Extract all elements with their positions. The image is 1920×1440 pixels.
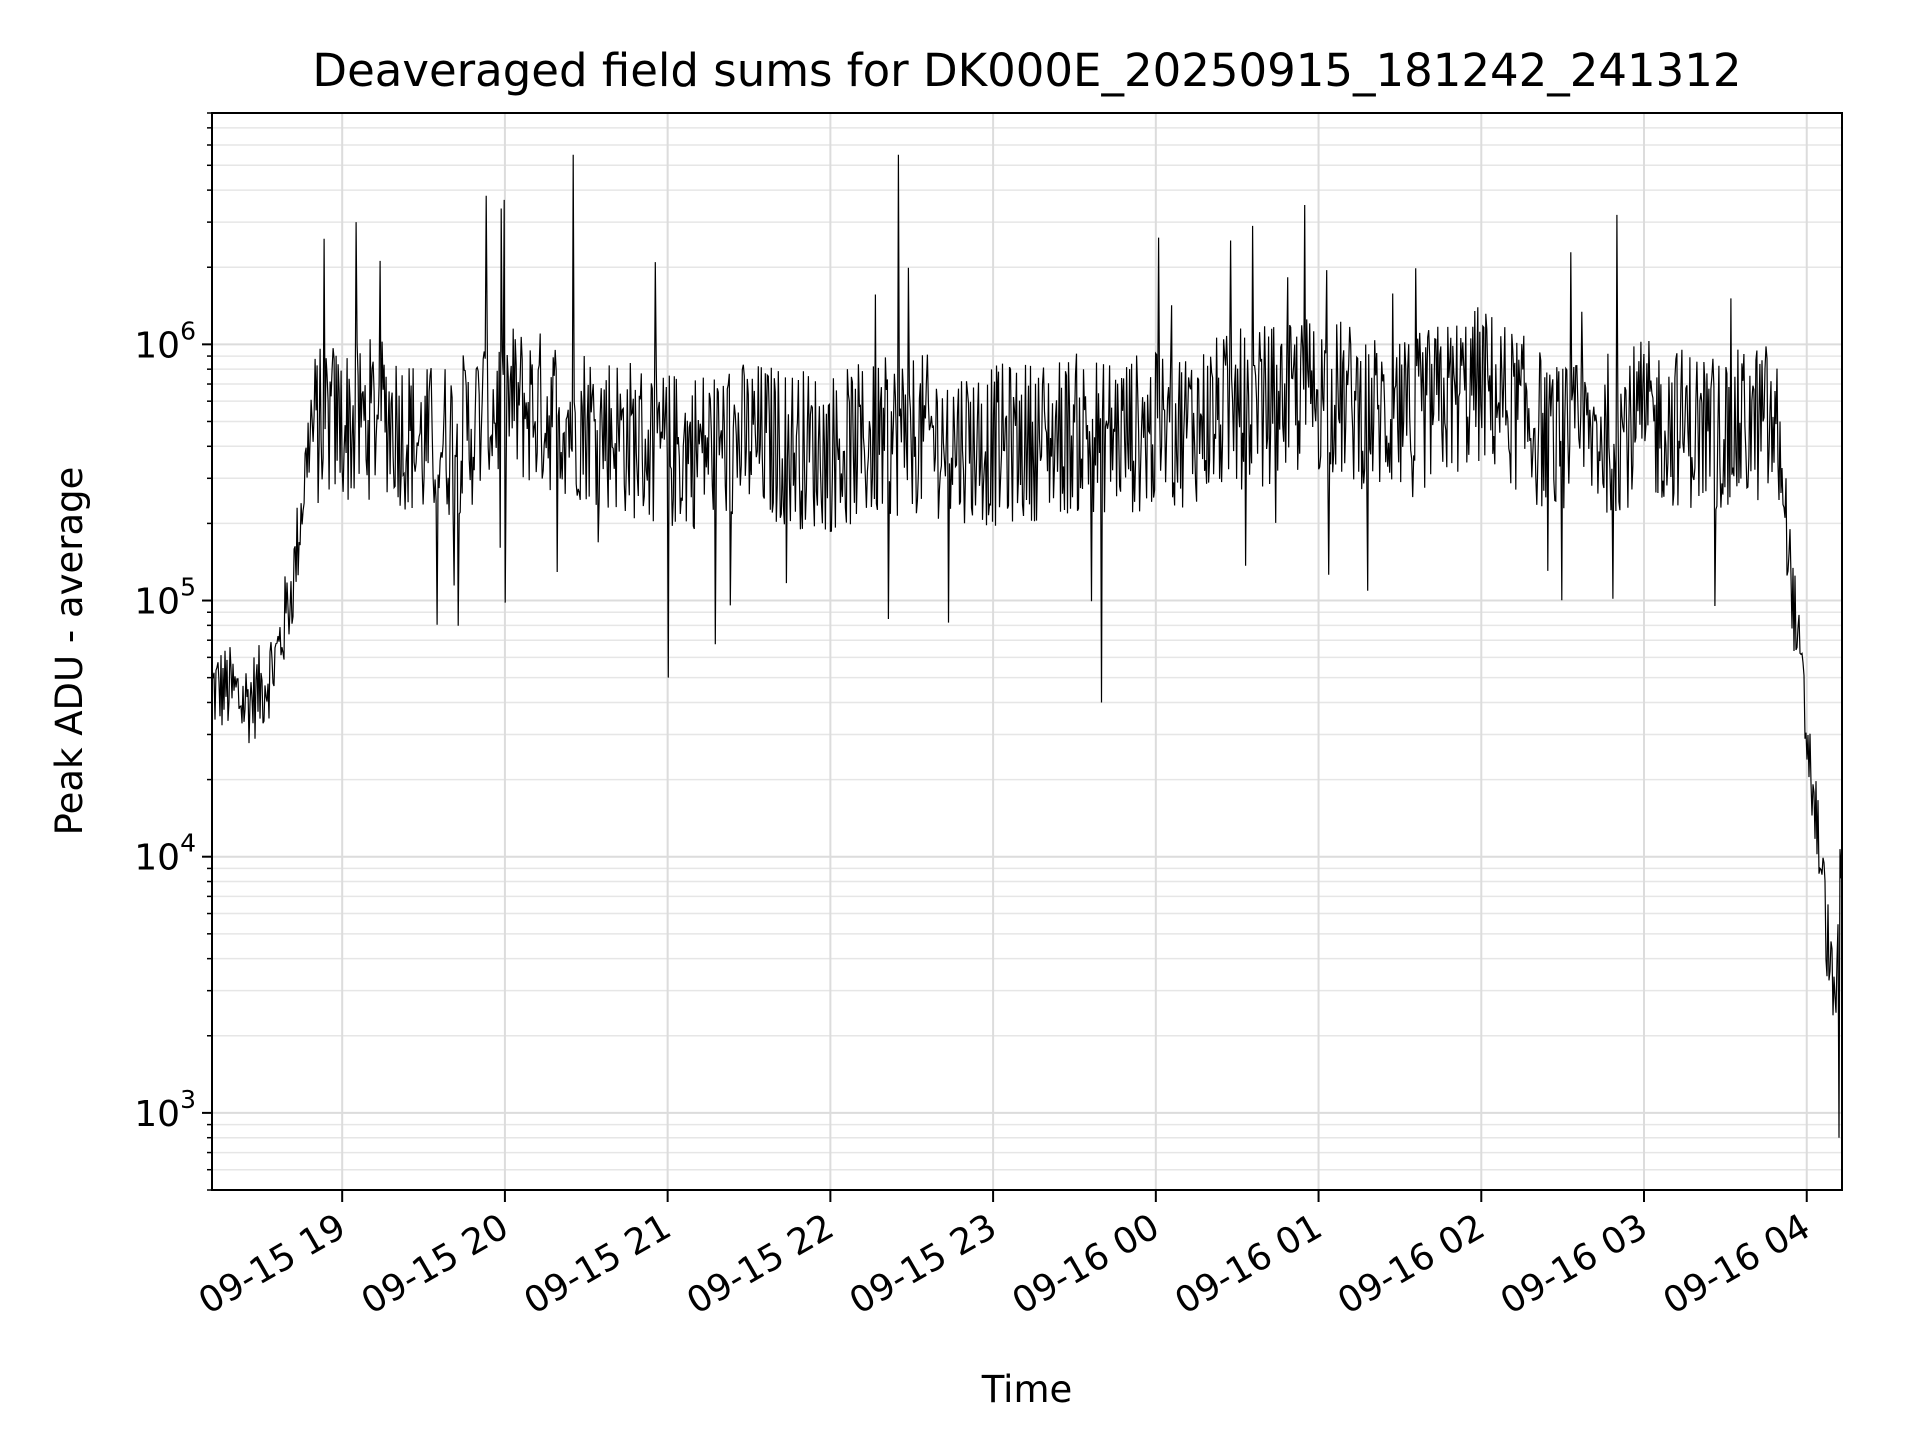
y-axis-title: Peak ADU - average [48, 467, 91, 836]
y-tick-label: 104 [134, 829, 196, 879]
chart-title: Deaveraged field sums for DK000E_2025091… [312, 44, 1741, 97]
grid-major [212, 113, 1842, 1190]
series-layer [211, 154, 1843, 1138]
plot-frame [211, 112, 1843, 1191]
y-axis: 103 104 105 106 [134, 112, 212, 1191]
y-tick-label: 103 [134, 1085, 196, 1135]
y-tick-label: 105 [134, 573, 196, 623]
series-line [211, 154, 1843, 1138]
y-tick-label: 106 [134, 316, 196, 366]
x-axis-title: Time [981, 1368, 1073, 1411]
